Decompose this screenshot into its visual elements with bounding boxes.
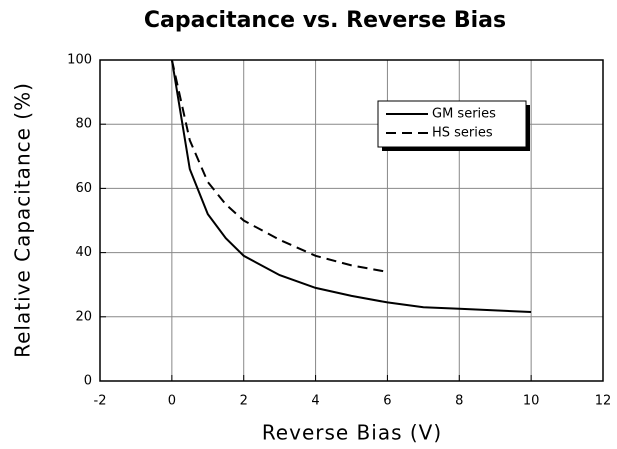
chart-title: Capacitance vs. Reverse Bias <box>144 8 506 33</box>
x-tick-label: 6 <box>383 394 391 409</box>
legend-label: HS series <box>432 126 493 141</box>
y-tick-label: 80 <box>75 117 92 132</box>
y-tick-label: 20 <box>75 309 92 324</box>
x-tick-label: 8 <box>455 394 463 409</box>
series-line <box>170 59 532 313</box>
x-tick-label: 12 <box>595 394 612 409</box>
x-tick-label: 4 <box>311 394 319 409</box>
y-tick-label: 60 <box>75 181 92 196</box>
series-line <box>170 59 388 273</box>
y-axis-label: Relative Capacitance (%) <box>11 82 35 358</box>
plot-frame <box>99 59 604 382</box>
y-tick-label: 40 <box>75 245 92 260</box>
x-axis-label: Reverse Bias (V) <box>262 421 442 445</box>
x-tick-label: -2 <box>94 394 107 409</box>
y-tick-label: 100 <box>67 53 92 68</box>
legend-label: GM series <box>432 107 496 122</box>
x-tick-label: 2 <box>240 394 248 409</box>
x-tick-label: 10 <box>523 394 540 409</box>
legend-box <box>377 100 527 148</box>
y-tick-label: 0 <box>84 374 92 389</box>
x-tick-label: 0 <box>168 394 176 409</box>
